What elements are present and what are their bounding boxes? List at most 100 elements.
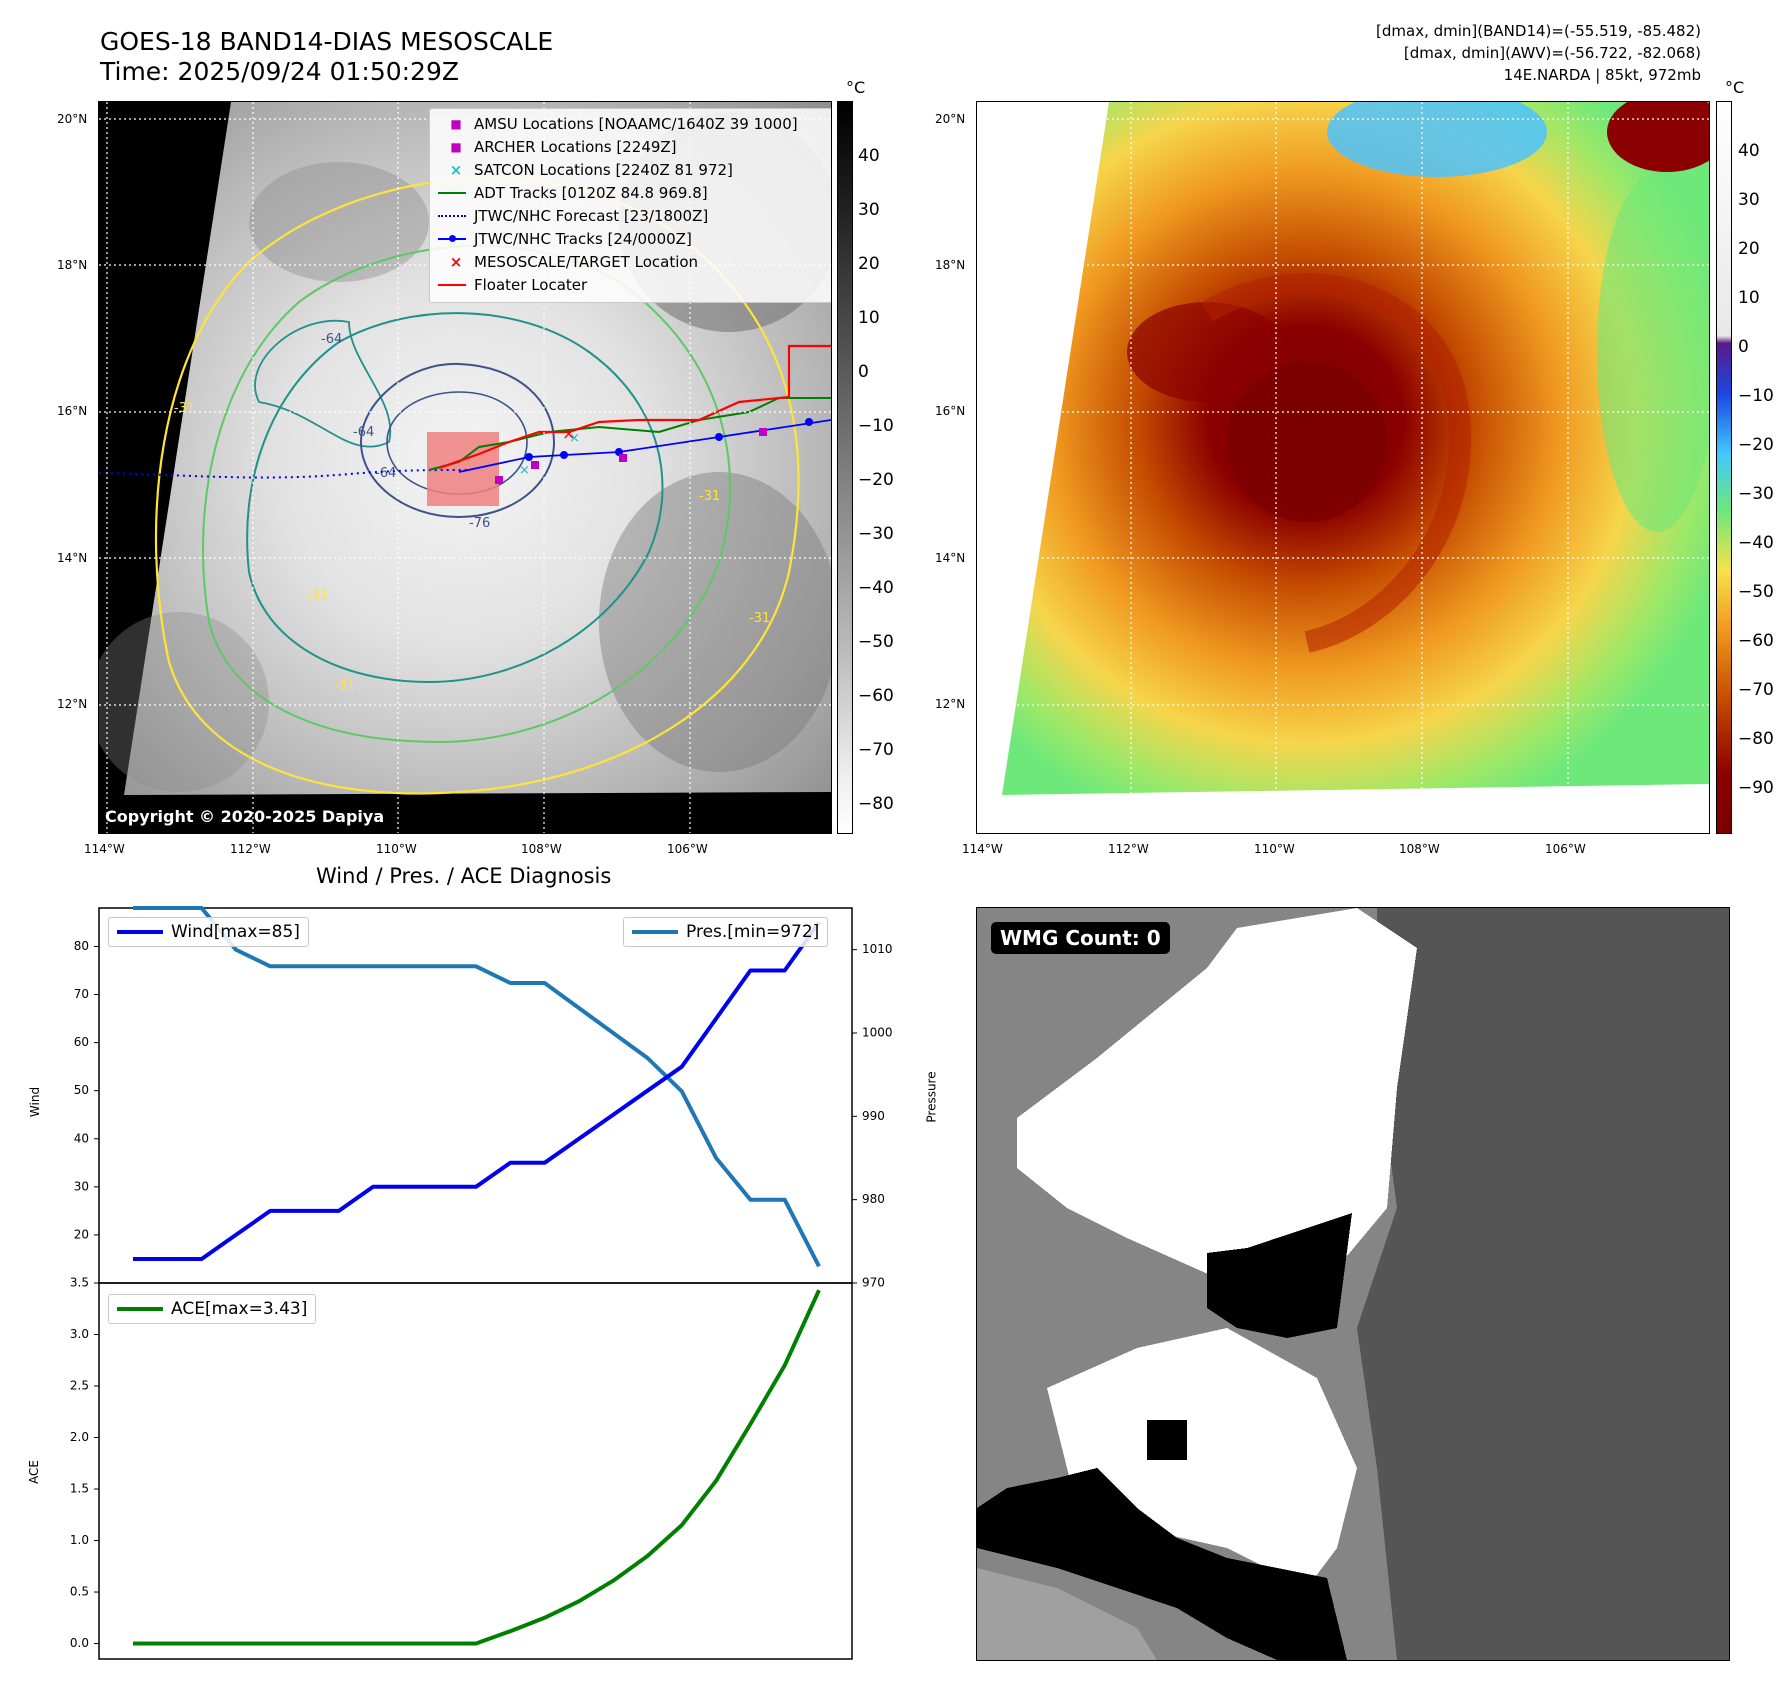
pressure-series-line <box>133 906 821 1268</box>
right-lat-18: 18°N <box>935 258 966 272</box>
right-cb-tick: −10 <box>1738 386 1774 406</box>
right-cb-tick: −20 <box>1738 435 1774 455</box>
figure-time: Time: 2025/09/24 01:50:29Z <box>100 57 459 86</box>
right-lon-112: 112°W <box>1108 842 1149 856</box>
svg-text:-64: -64 <box>375 466 396 481</box>
wmg-count-badge: WMG Count: 0 <box>991 922 1170 954</box>
legend-item-target: × MESOSCALE/TARGET Location <box>449 252 699 271</box>
left-colorbar-unit: °C <box>846 78 866 97</box>
target-marker: × <box>562 424 575 443</box>
figure-title: GOES-18 BAND14-DIAS MESOSCALE <box>100 27 554 56</box>
left-satellite-map: -64 -64 -64 -76 -31 -31 -31 -31 -31 × × <box>98 101 832 834</box>
ace-tick-label: 0.0 <box>70 1636 89 1650</box>
left-lat-20: 20°N <box>57 112 88 126</box>
pressure-legend: Pres.[min=972] <box>623 917 829 947</box>
right-cb-tick: −80 <box>1738 729 1774 749</box>
wmg-grid <box>977 908 1729 1660</box>
adt-track <box>428 397 831 471</box>
svg-text:-31: -31 <box>307 589 328 604</box>
svg-text:-31: -31 <box>749 611 770 626</box>
left-contours <box>154 177 800 795</box>
left-lat-14: 14°N <box>57 551 88 565</box>
right-map-svg <box>977 102 1709 833</box>
info-line-3: 14E.NARDA | 85kt, 972mb <box>1503 66 1701 84</box>
svg-text:-64: -64 <box>321 332 342 347</box>
wmg-black-block <box>1147 1420 1187 1460</box>
wind-tick-label: 20 <box>74 1227 89 1241</box>
ace-axes-frame <box>98 1282 853 1660</box>
copyright-label: Copyright © 2020-2025 Dapiya <box>105 807 385 826</box>
wmg-black-region-2 <box>977 1468 1347 1660</box>
left-cb-tick: −50 <box>858 632 894 652</box>
wind-tick-label: 50 <box>74 1083 89 1097</box>
right-lon-106: 106°W <box>1545 842 1586 856</box>
legend-item-amsu: ■ AMSU Locations [NOAAMC/1640Z 39 1000] <box>450 114 798 133</box>
left-lon-106: 106°W <box>667 842 708 856</box>
left-cb-tick: 40 <box>858 146 880 166</box>
left-cb-tick: 30 <box>858 200 880 220</box>
ace-tick-label: 1.5 <box>70 1482 89 1496</box>
pressure-tick-label: 970 <box>862 1276 885 1290</box>
satcon-markers: ×× <box>519 431 580 478</box>
left-lon-108: 108°W <box>521 842 562 856</box>
wmg-light-region <box>977 1568 1157 1660</box>
left-cb-tick: −10 <box>858 416 894 436</box>
right-colorbar-unit: °C <box>1725 78 1745 97</box>
right-cb-tick: −60 <box>1738 631 1774 651</box>
left-cb-tick: −80 <box>858 794 894 814</box>
svg-text:-31: -31 <box>334 679 355 694</box>
wind-legend: Wind[max=85] <box>108 917 309 947</box>
svg-text:-64: -64 <box>353 425 374 440</box>
target-box <box>427 432 499 506</box>
wind-axes-frame <box>98 907 853 1284</box>
wmg-panel: WMG Count: 0 <box>976 907 1730 1661</box>
pressure-tick-label: 990 <box>862 1109 885 1123</box>
right-lat-16: 16°N <box>935 404 966 418</box>
info-line-2: [dmax, dmin](AWV)=(-56.722, -82.068) <box>1403 44 1701 62</box>
left-cb-tick: 20 <box>858 254 880 274</box>
right-lon-108: 108°W <box>1399 842 1440 856</box>
legend-item-satcon: × SATCON Locations [2240Z 81 972] <box>449 160 733 179</box>
left-cb-tick: −30 <box>858 524 894 544</box>
pressure-tick-label: 980 <box>862 1192 885 1206</box>
ace-tick-label: 0.5 <box>70 1585 89 1599</box>
right-cb-tick: −70 <box>1738 680 1774 700</box>
legend-item-jtwc: JTWC/NHC Tracks [24/0000Z] <box>438 227 831 250</box>
left-lat-12: 12°N <box>57 697 88 711</box>
ace-tick-label: 3.0 <box>70 1327 89 1341</box>
right-cb-tick: −40 <box>1738 533 1774 553</box>
wmg-black-region-1 <box>1207 1213 1352 1338</box>
right-cb-tick: −90 <box>1738 778 1774 798</box>
left-lon-114: 114°W <box>84 842 125 856</box>
right-lon-114: 114°W <box>962 842 1003 856</box>
left-colorbar <box>837 101 853 834</box>
left-lat-16: 16°N <box>57 404 88 418</box>
right-lat-14: 14°N <box>935 551 966 565</box>
right-cb-tick: −50 <box>1738 582 1774 602</box>
right-cb-tick: 30 <box>1738 190 1760 210</box>
right-lon-110: 110°W <box>1254 842 1295 856</box>
left-lon-110: 110°W <box>376 842 417 856</box>
left-lon-112: 112°W <box>230 842 271 856</box>
legend-item-floater: Floater Locater <box>438 273 831 296</box>
right-cb-tick: 40 <box>1738 141 1760 161</box>
svg-text:×: × <box>569 431 580 446</box>
wind-tick-label: 30 <box>74 1179 89 1193</box>
right-lat-20: 20°N <box>935 112 966 126</box>
ace-tick-label: 2.5 <box>70 1379 89 1393</box>
right-cb-tick: 0 <box>1738 337 1749 357</box>
legend-item-forecast: JTWC/NHC Forecast [23/1800Z] <box>438 204 831 227</box>
svg-text:×: × <box>519 463 530 478</box>
right-cb-tick: 20 <box>1738 239 1760 259</box>
floater-track <box>438 344 831 470</box>
right-cb-tick: 10 <box>1738 288 1760 308</box>
left-cb-tick: −20 <box>858 470 894 490</box>
ace-legend: ACE[max=3.43] <box>108 1294 317 1324</box>
svg-text:-76: -76 <box>469 516 490 531</box>
right-gridlines <box>977 102 1709 833</box>
ace-series-line <box>133 1289 821 1646</box>
legend-item-adt: ADT Tracks [0120Z 84.8 969.8] <box>438 181 831 204</box>
right-lat-12: 12°N <box>935 697 966 711</box>
diagnosis-title: Wind / Pres. / ACE Diagnosis <box>316 864 612 888</box>
pressure-tick-label: 1010 <box>862 942 893 956</box>
